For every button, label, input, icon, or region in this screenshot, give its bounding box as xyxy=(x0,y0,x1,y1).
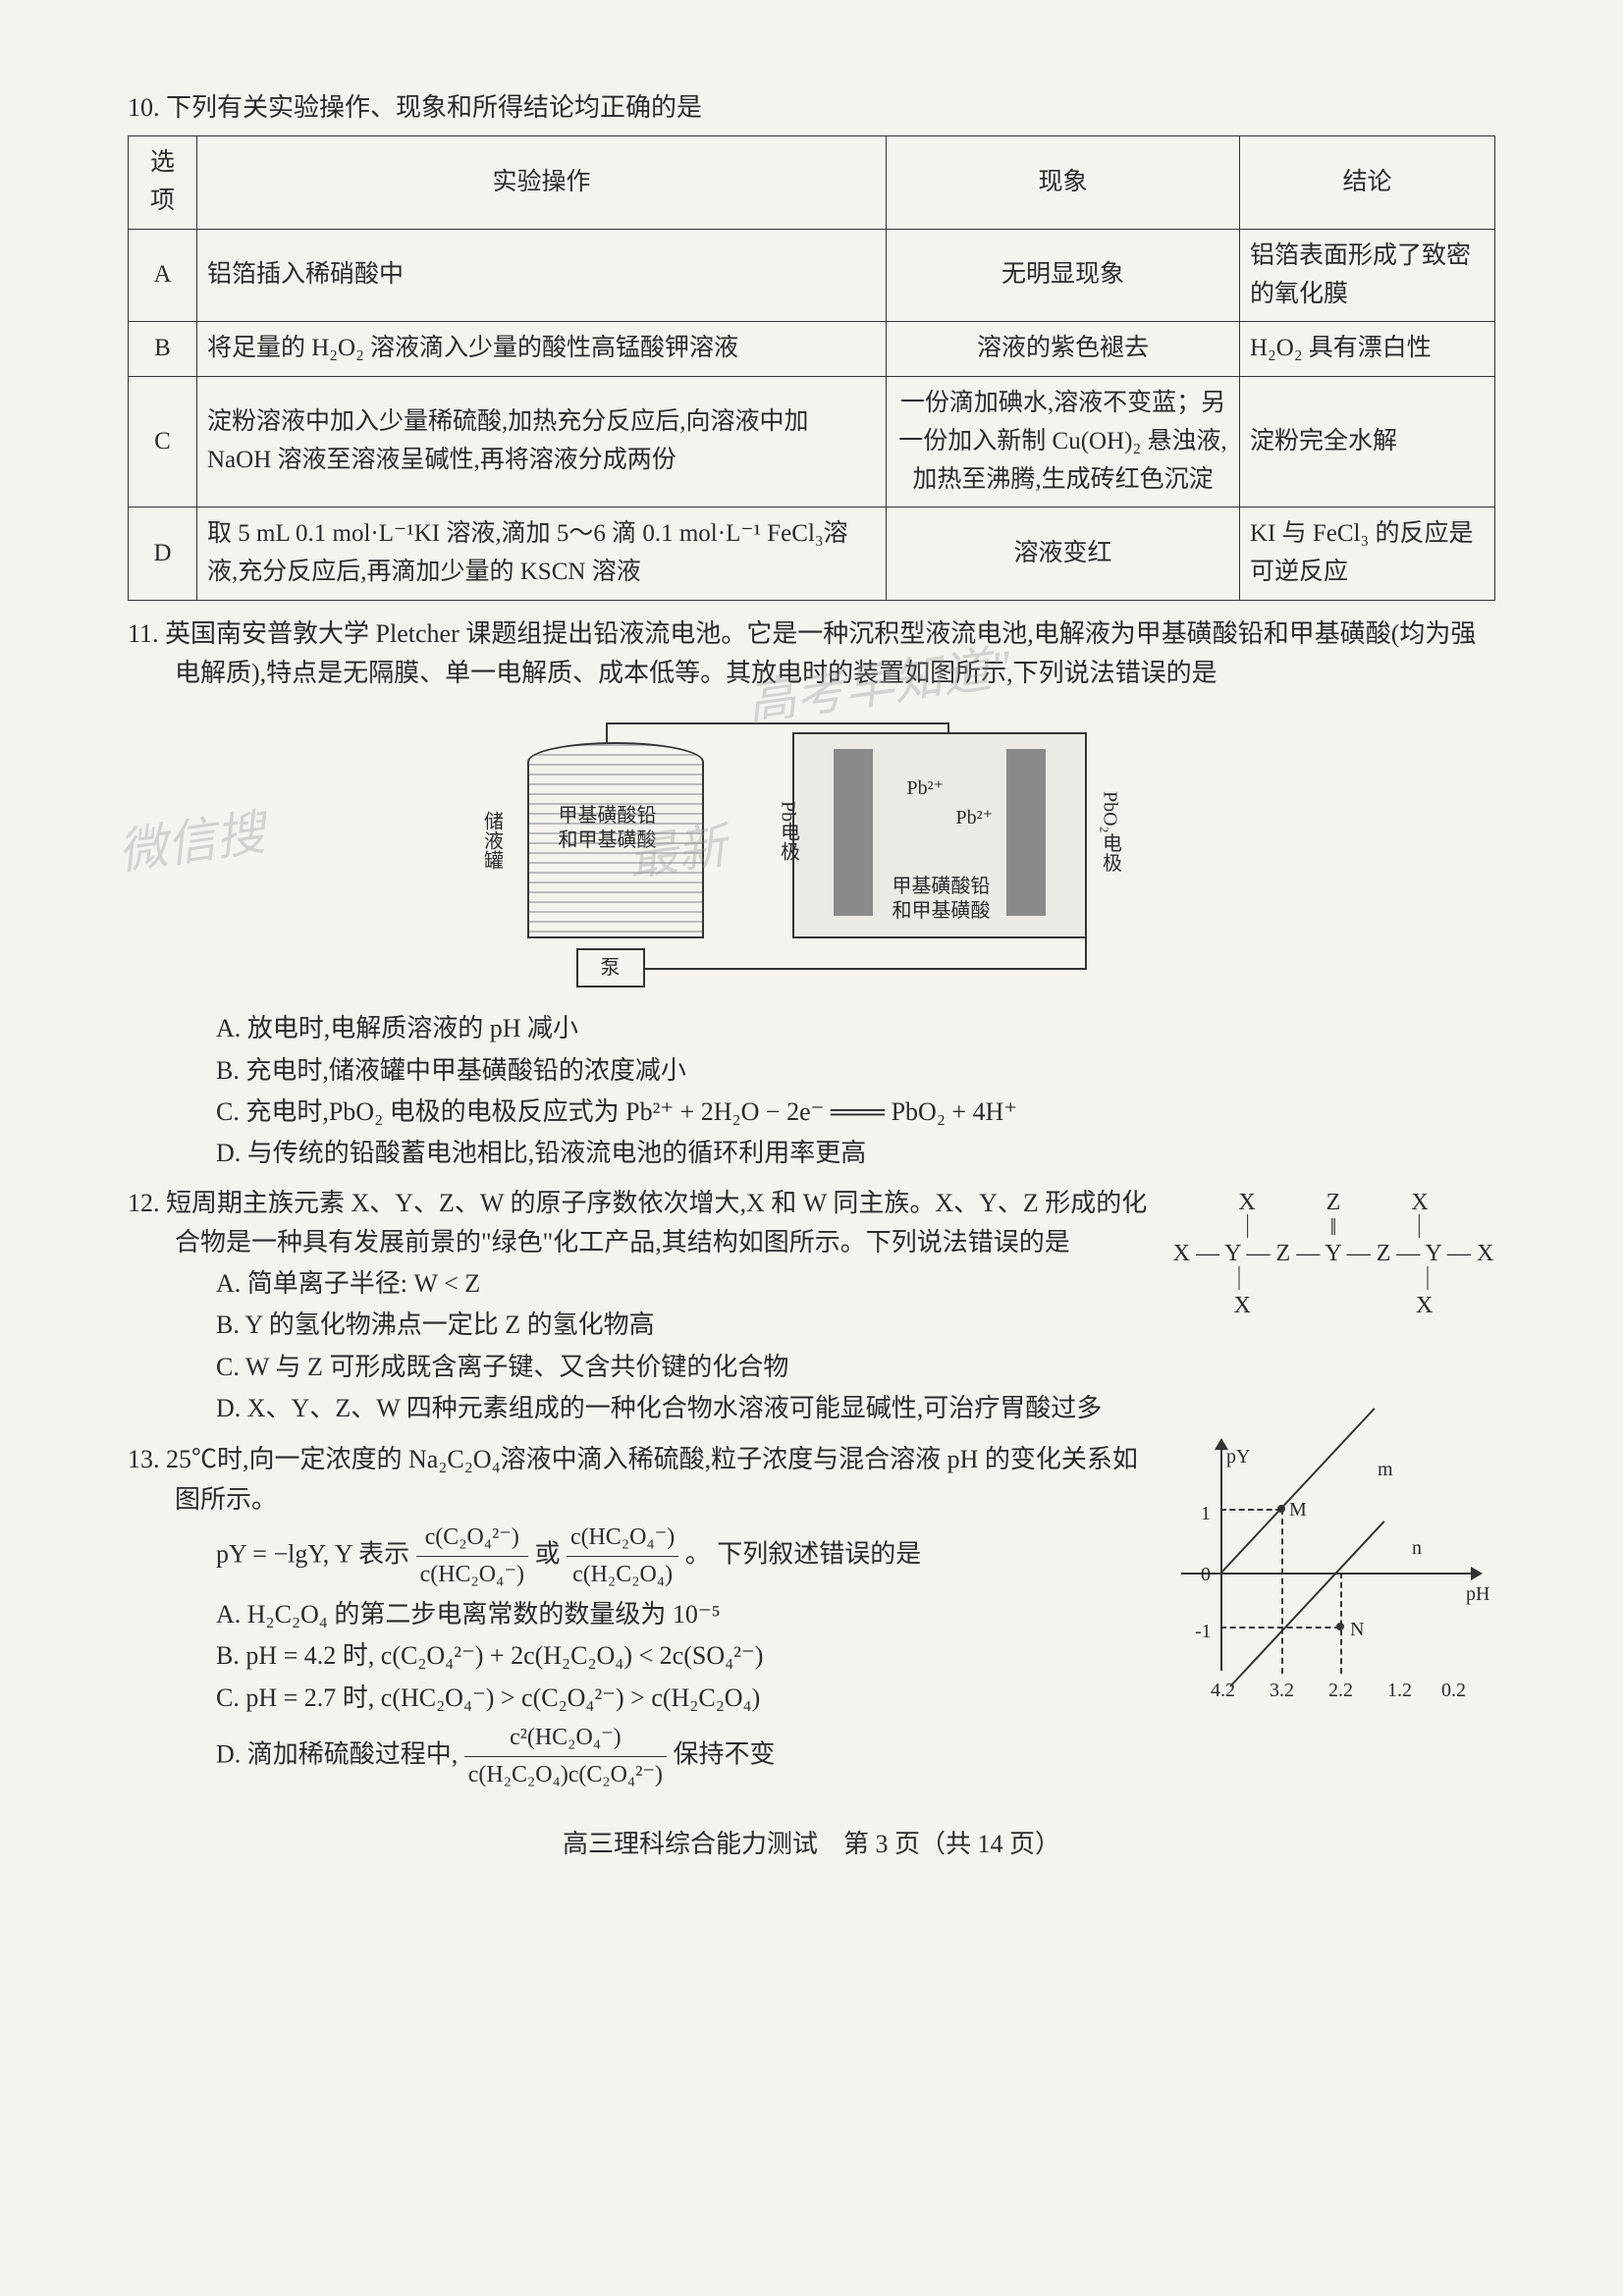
option-d: D. 与传统的铅酸蓄电池相比,铅液流电池的循环利用率更高 xyxy=(216,1134,1495,1173)
cell-opt: A xyxy=(129,229,197,322)
tank-side-label: 储液罐 xyxy=(476,811,507,870)
option-d-suffix: 保持不变 xyxy=(674,1740,776,1769)
y-axis-label: pY xyxy=(1226,1442,1250,1472)
tank-liquid-label-2: 和甲基磺酸 xyxy=(559,826,657,856)
q10-stem: 10. 下列有关实验操作、现象和所得结论均正确的是 xyxy=(128,88,1495,128)
option-b: B. 充电时,储液罐中甲基磺酸铅的浓度减小 xyxy=(216,1051,1495,1091)
cell-phen: 溶液变红 xyxy=(887,507,1240,601)
cell-conc: 淀粉完全水解 xyxy=(1240,377,1495,507)
table-row: D 取 5 mL 0.1 mol·L⁻¹KI 溶液,滴加 5～6 滴 0.1 m… xyxy=(129,507,1495,601)
col-phenomenon: 现象 xyxy=(887,136,1240,230)
x-axis-label: pH xyxy=(1466,1579,1489,1610)
xtick: 3.2 xyxy=(1270,1676,1294,1706)
question-10: 10. 下列有关实验操作、现象和所得结论均正确的是 选项 实验操作 现象 结论 … xyxy=(128,88,1495,601)
table-header-row: 选项 实验操作 现象 结论 xyxy=(129,136,1495,230)
ytick: 1 xyxy=(1201,1499,1211,1529)
q11-stem: 11. 英国南安普敦大学 Pletcher 课题组提出铅液流电池。它是一种沉积型… xyxy=(128,614,1495,694)
cell-liquid-label-2: 和甲基磺酸 xyxy=(893,896,991,927)
cell-conc: 铝箔表面形成了致密的氧化膜 xyxy=(1240,229,1495,322)
cell-opt: D xyxy=(129,507,197,601)
q11-options: A. 放电时,电解质溶液的 pH 减小 B. 充电时,储液罐中甲基磺酸铅的浓度减… xyxy=(128,1009,1495,1173)
pY-prefix: pY = −lgY, Y 表示 xyxy=(216,1540,409,1569)
col-conclusion: 结论 xyxy=(1240,136,1495,230)
dash-n-h xyxy=(1220,1627,1340,1629)
pb-electrode-label: Pb电极 xyxy=(773,801,803,861)
frac2-den: c(H₂C₂O₄) xyxy=(567,1557,678,1593)
xtick: 1.2 xyxy=(1387,1676,1412,1706)
xtick: 0.2 xyxy=(1441,1676,1466,1706)
d-frac-num: c²(HC₂O₄⁻) xyxy=(464,1720,667,1757)
electro-cell: Pb²⁺ Pb²⁺ 甲基磺酸铅 和甲基磺酸 xyxy=(792,732,1087,938)
col-operation: 实验操作 xyxy=(197,136,887,230)
option-c: C. W 与 Z 可形成既含离子键、又含共价键的化合物 xyxy=(216,1348,1495,1387)
option-c: C. 充电时,PbO₂ 电极的电极反应式为 Pb²⁺ + 2H₂O − 2e⁻ … xyxy=(216,1093,1495,1132)
cell-phen: 无明显现象 xyxy=(887,229,1240,322)
option-d-fraction: c²(HC₂O₄⁻) c(H₂C₂O₄)c(C₂O₄²⁻) xyxy=(464,1720,667,1793)
cell-opt: B xyxy=(129,322,197,377)
cell-phen: 溶液的紫色褪去 xyxy=(887,322,1240,377)
line-n-label: n xyxy=(1412,1533,1422,1564)
option-d: D. 滴加稀硫酸过程中, c²(HC₂O₄⁻) c(H₂C₂O₄)c(C₂O₄²… xyxy=(216,1720,1495,1793)
cell-op: 淀粉溶液中加入少量稀硫酸,加热充分反应后,向溶液中加 NaOH 溶液至溶液呈碱性… xyxy=(197,377,887,507)
table-row: A 铝箔插入稀硝酸中 无明显现象 铝箔表面形成了致密的氧化膜 xyxy=(129,229,1495,322)
q10-table: 选项 实验操作 现象 结论 A 铝箔插入稀硝酸中 无明显现象 铝箔表面形成了致密… xyxy=(128,135,1495,601)
q12-structure-diagram: X Z X ｜ ‖ ｜ X — Y — Z — Y — Z — Y — X ｜ … xyxy=(1171,1184,1495,1319)
table-row: C 淀粉溶液中加入少量稀硫酸,加热充分反应后,向溶液中加 NaOH 溶液至溶液呈… xyxy=(129,377,1495,507)
col-option: 选项 xyxy=(129,136,197,230)
struct-row: ｜ ｜ xyxy=(1171,1267,1495,1293)
q11-diagram: 储液罐 甲基磺酸铅 和甲基磺酸 Pb²⁺ Pb²⁺ 甲基磺酸铅 和甲基磺酸 Pb… xyxy=(478,703,1146,997)
struct-row: X Z X xyxy=(1171,1190,1495,1215)
option-d: D. X、Y、Z、W 四种元素组成的一种化合物水溶液可能显碱性,可治疗胃酸过多 xyxy=(216,1389,1495,1428)
q13-graph: pY pH 1 0 -1 4.2 3.2 2.2 1.2 0.2 m n M N xyxy=(1171,1440,1495,1705)
ytick: 0 xyxy=(1201,1560,1211,1590)
pbo2-electrode xyxy=(1006,749,1046,916)
pb2plus-label-2: Pb²⁺ xyxy=(956,803,994,833)
ytick: -1 xyxy=(1195,1617,1212,1647)
dash-m-v xyxy=(1281,1509,1283,1674)
question-11: 11. 英国南安普敦大学 Pletcher 课题组提出铅液流电池。它是一种沉积型… xyxy=(128,614,1495,1174)
line-n xyxy=(1229,1521,1384,1687)
pY-suffix: 。 下列叙述错误的是 xyxy=(685,1540,922,1569)
or-text: 或 xyxy=(534,1540,560,1569)
cell-phen: 一份滴加碘水,溶液不变蓝；另一份加入新制 Cu(OH)₂ 悬浊液,加热至沸腾,生… xyxy=(887,377,1240,507)
option-d-prefix: D. 滴加稀硫酸过程中, xyxy=(216,1740,458,1769)
arrow-right-icon xyxy=(1471,1567,1483,1580)
watermark-text: 微信搜 xyxy=(113,795,269,891)
d-frac-den: c(H₂C₂O₄)c(C₂O₄²⁻) xyxy=(464,1757,667,1793)
line-m xyxy=(1219,1408,1375,1575)
xtick: 2.2 xyxy=(1328,1676,1353,1706)
struct-row: ｜ ‖ ｜ xyxy=(1171,1215,1495,1241)
dash-n-v xyxy=(1340,1573,1342,1674)
point-m-label: M xyxy=(1289,1495,1307,1525)
pb-electrode xyxy=(834,749,873,916)
cell-opt: C xyxy=(129,377,197,507)
struct-row: X — Y — Z — Y — Z — Y — X xyxy=(1171,1241,1495,1266)
xtick: 4.2 xyxy=(1211,1676,1235,1706)
page-footer: 高三理科综合能力测试 第 3 页（共 14 页） xyxy=(128,1825,1495,1864)
pump-icon: 泵 xyxy=(576,948,645,988)
pb2plus-label-1: Pb²⁺ xyxy=(907,774,945,804)
pbo2-electrode-label: PbO₂电极 xyxy=(1095,791,1125,873)
y-axis xyxy=(1220,1445,1222,1671)
frac1-num: c(C₂O₄²⁻) xyxy=(416,1520,528,1557)
fraction-1: c(C₂O₄²⁻) c(HC₂O₄⁻) xyxy=(416,1520,528,1593)
cell-conc: KI 与 FeCl₃ 的反应是可逆反应 xyxy=(1240,507,1495,601)
line-m-label: m xyxy=(1378,1455,1393,1485)
cell-op: 将足量的 H₂O₂ 溶液滴入少量的酸性高锰酸钾溶液 xyxy=(197,322,887,377)
struct-row: X X xyxy=(1171,1293,1495,1318)
point-n-label: N xyxy=(1350,1615,1364,1645)
frac1-den: c(HC₂O₄⁻) xyxy=(416,1557,528,1593)
option-a: A. 放电时,电解质溶液的 pH 减小 xyxy=(216,1009,1495,1048)
table-row: B 将足量的 H₂O₂ 溶液滴入少量的酸性高锰酸钾溶液 溶液的紫色褪去 H₂O₂… xyxy=(129,322,1495,377)
cell-op: 铝箔插入稀硝酸中 xyxy=(197,229,887,322)
question-12: X Z X ｜ ‖ ｜ X — Y — Z — Y — Z — Y — X ｜ … xyxy=(128,1184,1495,1431)
frac2-num: c(HC₂O₄⁻) xyxy=(567,1520,678,1557)
x-axis xyxy=(1181,1573,1476,1575)
dash-m-h xyxy=(1220,1509,1281,1511)
cell-op: 取 5 mL 0.1 mol·L⁻¹KI 溶液,滴加 5～6 滴 0.1 mol… xyxy=(197,507,887,601)
cell-conc: H₂O₂ 具有漂白性 xyxy=(1240,322,1495,377)
question-13: pY pH 1 0 -1 4.2 3.2 2.2 1.2 0.2 m n M N… xyxy=(128,1440,1495,1795)
fraction-2: c(HC₂O₄⁻) c(H₂C₂O₄) xyxy=(567,1520,678,1593)
